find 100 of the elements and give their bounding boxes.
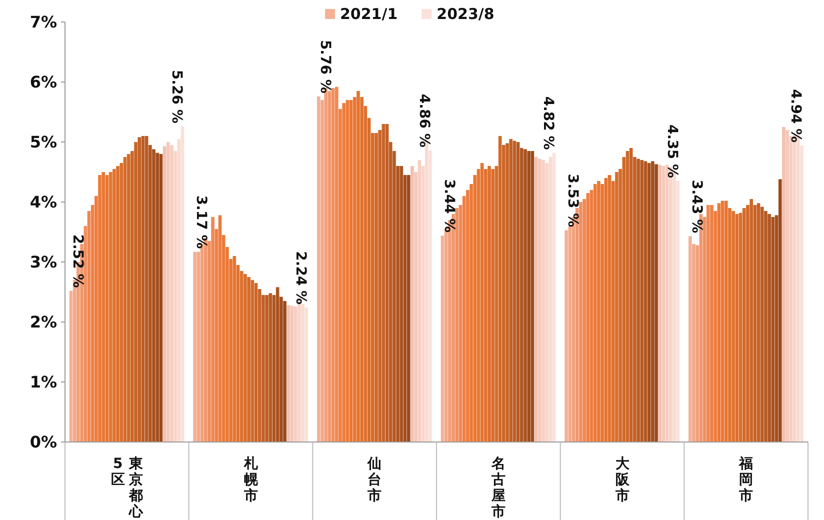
category-label: 東京都心5区	[110, 456, 143, 520]
bar	[658, 164, 662, 442]
bar	[710, 205, 714, 442]
bar	[440, 236, 444, 442]
bar	[382, 124, 386, 442]
bar	[509, 139, 513, 442]
y-tick-label: 2%	[30, 312, 57, 332]
bar	[418, 160, 422, 442]
category-label: 福岡市	[739, 456, 754, 504]
bar	[654, 164, 658, 442]
bar	[144, 136, 148, 442]
bar	[651, 161, 654, 442]
data-label: 4.82 %	[540, 96, 556, 150]
bar	[317, 96, 320, 442]
bar	[782, 127, 786, 442]
bar	[218, 215, 222, 442]
bar	[102, 172, 106, 442]
legend-label: 2023/8	[436, 5, 494, 23]
bar	[193, 252, 196, 442]
data-label: 5.26 %	[168, 70, 184, 124]
bar	[626, 151, 630, 442]
y-tick-label: 1%	[30, 372, 57, 392]
bar	[400, 166, 404, 442]
bar	[644, 161, 648, 442]
bar	[283, 301, 286, 442]
bar	[250, 280, 254, 442]
bar	[328, 91, 332, 442]
bar	[331, 88, 335, 442]
bar	[629, 148, 633, 442]
bar	[742, 208, 746, 442]
bar	[786, 130, 789, 442]
y-tick-label: 7%	[30, 12, 57, 32]
data-label: 3.53 %	[564, 174, 581, 228]
bar	[735, 214, 739, 442]
bar	[579, 202, 582, 442]
legend-label: 2021/1	[340, 5, 398, 23]
category-label: 仙台市	[368, 456, 382, 504]
category-label: 大阪市	[615, 456, 630, 504]
bar	[662, 166, 666, 442]
bar	[702, 217, 706, 442]
bar	[162, 146, 166, 442]
data-label: 3.43 %	[688, 180, 704, 234]
bar	[286, 305, 290, 442]
bar	[196, 252, 200, 442]
data-label: 3.17 %	[193, 195, 210, 249]
y-tick-label: 3%	[30, 252, 57, 272]
bar	[320, 100, 324, 442]
bar	[455, 208, 459, 442]
bar	[771, 217, 775, 442]
bar	[349, 100, 353, 442]
bar	[265, 295, 268, 442]
bar	[180, 126, 184, 442]
y-tick-label: 4%	[30, 192, 57, 212]
bar	[152, 149, 156, 442]
bar	[717, 203, 721, 442]
bar	[232, 256, 236, 442]
bar	[385, 124, 389, 442]
bar	[756, 203, 760, 442]
bar	[244, 274, 247, 442]
bar	[506, 143, 509, 442]
data-label: 2.24 %	[292, 251, 308, 305]
bar	[724, 200, 728, 442]
bar	[564, 230, 568, 442]
bar	[156, 152, 160, 442]
bar	[268, 293, 272, 442]
bar	[374, 133, 378, 442]
category-label: 札幌市	[244, 456, 258, 504]
bar	[688, 236, 692, 442]
bar	[608, 175, 612, 442]
data-label: 5.76 %	[317, 40, 333, 94]
y-tick-label: 5%	[30, 132, 57, 152]
bar	[98, 175, 102, 442]
bar	[568, 226, 572, 442]
bar	[254, 283, 258, 442]
bar	[647, 163, 651, 442]
data-label: 2.52 %	[69, 234, 86, 288]
bar	[141, 136, 145, 442]
bar	[108, 172, 112, 442]
bar	[764, 211, 768, 442]
bar	[516, 142, 520, 442]
bar	[696, 245, 699, 442]
bar	[208, 241, 211, 442]
data-label: 3.44 %	[440, 179, 457, 233]
bar	[346, 100, 350, 442]
bar	[116, 166, 120, 442]
bar	[290, 306, 294, 442]
bar	[491, 169, 495, 442]
bar	[406, 175, 410, 442]
data-label: 4.94 %	[788, 89, 804, 143]
bar	[498, 136, 502, 442]
bar	[138, 137, 142, 442]
bar	[750, 199, 753, 442]
bar	[706, 205, 710, 442]
bar	[112, 169, 116, 442]
bar	[534, 157, 538, 442]
bar	[760, 206, 764, 442]
bar	[778, 179, 782, 442]
bar	[105, 175, 109, 442]
bar	[768, 214, 771, 442]
bar	[636, 158, 640, 442]
